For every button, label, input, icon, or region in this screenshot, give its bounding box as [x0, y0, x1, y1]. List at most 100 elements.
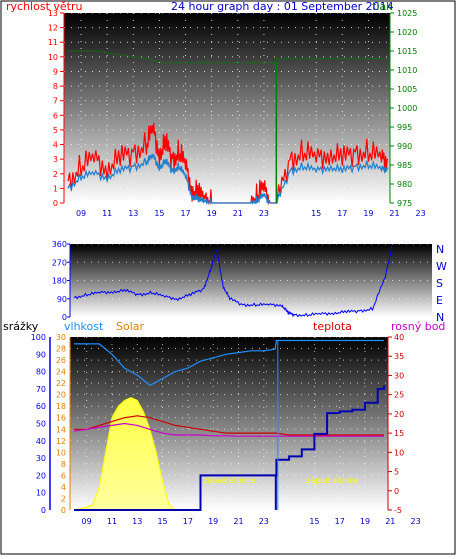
x-tick-label: 19: [208, 517, 218, 526]
series-wind-direction: [73, 245, 393, 318]
y-left-tick-label: 2: [53, 170, 58, 179]
x-tick-label: 19: [363, 209, 373, 218]
y-solar-tick-label: 18: [56, 402, 66, 411]
chart-title: 24 hour graph day : 01 September 2014: [171, 0, 394, 13]
series-humidity: [74, 339, 384, 387]
y-rain-tick-label: 10: [36, 489, 46, 498]
pressure-axis-label: tlak: [372, 0, 393, 13]
y-left-tick-label: 6: [53, 111, 58, 120]
y-solar-tick-label: 14: [56, 425, 66, 434]
y-solar-tick-label: 24: [56, 368, 66, 377]
x-tick-label: 17: [335, 517, 345, 526]
y-left-tick-label: 9: [53, 67, 58, 76]
y-rain-tick-label: 100: [31, 333, 46, 342]
x-tick-label: 17: [183, 517, 193, 526]
y-solar-tick-label: 6: [61, 471, 66, 480]
y-temp-tick-label: 5: [394, 468, 399, 477]
panel-1-marks: [67, 50, 389, 206]
y-solar-tick-label: 20: [56, 391, 66, 400]
y-temp-tick-label: 0: [394, 487, 399, 496]
y-temp-tick-label: 30: [394, 371, 404, 380]
y-left-tick-label: 13: [48, 9, 58, 18]
x-tick-label: 11: [107, 517, 117, 526]
axes: 0123456789101112139759809859909951000100…: [31, 9, 447, 526]
legend-humidity: vlhkost: [64, 320, 104, 333]
panel-3-marks: [73, 339, 385, 511]
x-tick-label: 15: [157, 517, 167, 526]
panel-2-background: [70, 244, 432, 317]
y-left-tick-label: 4: [53, 141, 58, 150]
y-temp-tick-label: 40: [394, 333, 404, 342]
y-left-tick-label: 10: [48, 53, 58, 62]
y-rain-tick-label: 30: [36, 454, 46, 463]
y-solar-tick-label: 0: [61, 506, 66, 515]
x-tick-label: 21: [385, 517, 395, 526]
x-tick-label: 23: [259, 209, 269, 218]
compass-label: N: [436, 243, 444, 256]
y-left-tick-label: 1: [53, 184, 58, 193]
legend-temperature: teplota: [313, 320, 352, 333]
x-tick-label: 17: [180, 209, 190, 218]
y-solar-tick-label: 12: [56, 437, 66, 446]
y-right-tick-label: 975: [397, 199, 412, 208]
legend-rain: srážky: [3, 320, 39, 333]
y-rain-tick-label: 60: [36, 402, 46, 411]
panel-3-grid: [70, 336, 417, 511]
compass-label: N: [436, 311, 444, 324]
y-rain-tick-label: 0: [41, 506, 46, 515]
y-solar-tick-label: 28: [56, 345, 66, 354]
y-solar-tick-label: 10: [56, 448, 66, 457]
series-pressure: [68, 50, 388, 63]
x-tick-label: 21: [233, 517, 243, 526]
y-solar-tick-label: 4: [61, 483, 66, 492]
y-left-tick-label: 7: [53, 97, 58, 106]
x-tick-label: 13: [132, 517, 142, 526]
compass-label: W: [436, 260, 447, 273]
panel-2-grid: [70, 243, 432, 318]
y-temp-tick-label: 20: [394, 410, 404, 419]
y-solar-tick-label: 22: [56, 379, 66, 388]
x-tick-label: 09: [76, 209, 86, 218]
annotation-sunset-2: západ slunce: [306, 476, 359, 485]
y-right-tick-label: 1000: [397, 104, 417, 113]
y-left-tick-label: 11: [48, 38, 58, 47]
y-solar-tick-label: 30: [56, 333, 66, 342]
y-rain-tick-label: 80: [36, 368, 46, 377]
x-tick-label: 23: [416, 209, 426, 218]
y-rain-tick-label: 50: [36, 420, 46, 429]
y-right-tick-label: 1005: [397, 85, 417, 94]
y-right-tick-label: 990: [397, 142, 412, 151]
y-temp-tick-label: 35: [394, 352, 404, 361]
y-solar-tick-label: 8: [61, 460, 66, 469]
x-tick-label: 09: [82, 517, 92, 526]
x-tick-label: 19: [207, 209, 217, 218]
annotation-sunset-1: západ slunce: [203, 476, 256, 485]
series-temperature: [74, 415, 384, 436]
legend-solar: Solar: [116, 320, 145, 333]
panel-2-marks: [73, 245, 393, 318]
y-temp-tick-label: 25: [394, 391, 404, 400]
wind-axis-label: rychlost větru: [6, 0, 82, 13]
y-rain-tick-label: 40: [36, 437, 46, 446]
y-direction-tick-label: 270: [52, 258, 67, 267]
y-rain-tick-label: 70: [36, 385, 46, 394]
y-direction-tick-label: 180: [52, 277, 67, 286]
y-solar-tick-label: 26: [56, 356, 66, 365]
y-left-tick-label: 5: [53, 126, 58, 135]
y-right-tick-label: 1020: [397, 28, 417, 37]
y-right-tick-label: 1025: [397, 9, 417, 18]
y-right-tick-label: 980: [397, 180, 412, 189]
x-tick-label: 19: [360, 517, 370, 526]
series-dewpoint: [73, 422, 384, 437]
y-right-tick-label: 985: [397, 161, 412, 170]
y-right-tick-label: 995: [397, 123, 412, 132]
y-solar-tick-label: 2: [61, 494, 66, 503]
x-tick-label: 21: [389, 209, 399, 218]
y-direction-tick-label: 0: [62, 313, 67, 322]
y-solar-tick-label: 16: [56, 414, 66, 423]
x-tick-label: 23: [411, 517, 421, 526]
y-rain-tick-label: 90: [36, 350, 46, 359]
x-tick-label: 15: [309, 517, 319, 526]
